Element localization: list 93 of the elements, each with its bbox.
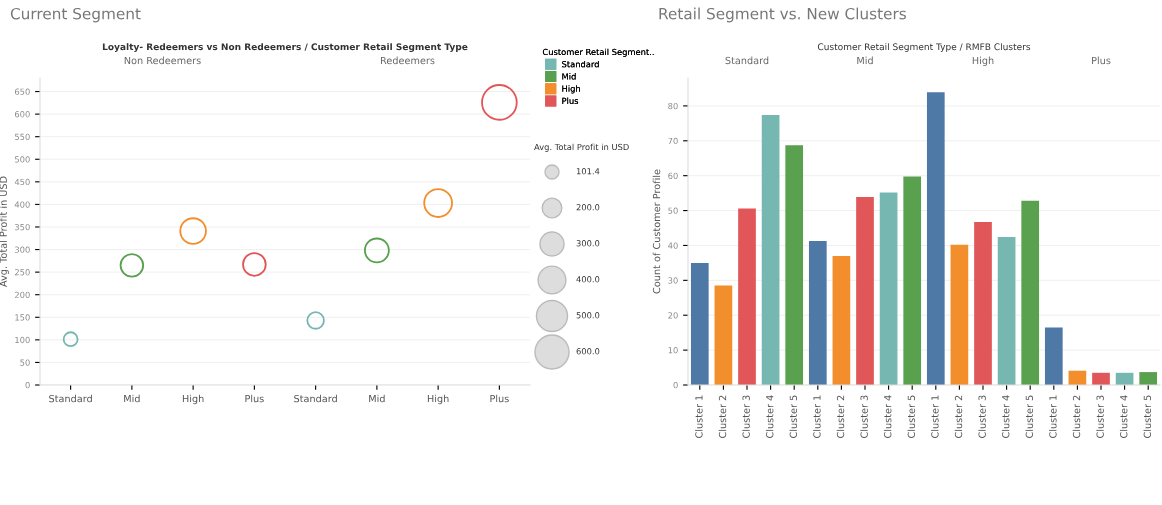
legend-title: Customer Retail Segment.. xyxy=(542,48,654,57)
y-tick-label: 200 xyxy=(14,291,30,298)
x-tick-label: Cluster 5 xyxy=(789,395,798,438)
bar xyxy=(1044,327,1063,385)
legend-label: 200.0 xyxy=(576,204,600,211)
y-tick-label: 50 xyxy=(668,207,678,214)
legend-label: 600.0 xyxy=(576,348,600,355)
y-tick-label: 500 xyxy=(15,156,30,163)
legend-label: 101.4 xyxy=(576,168,600,175)
legend-label: Plus xyxy=(562,97,579,105)
y-tick-label: 70 xyxy=(668,137,678,145)
y-tick-label: 300 xyxy=(15,246,30,253)
x-tick-label: Cluster 1 xyxy=(813,395,821,438)
text: Avg. Total Profit in USD xyxy=(534,143,629,152)
x-tick-label: Standard xyxy=(294,394,337,403)
text: Plus xyxy=(1092,56,1111,65)
x-tick-label: Cluster 5 xyxy=(907,395,916,438)
chart-subtitle: Loyalty- Redeemers vs Non Redeemers / Customer Retail Segment Type xyxy=(102,43,468,52)
bar xyxy=(832,255,851,385)
bar xyxy=(1021,200,1040,385)
chart-title: Retail Segment vs. New Clusters xyxy=(659,7,906,23)
bar xyxy=(997,237,1016,385)
legend-label: Mid xyxy=(562,73,576,80)
bar xyxy=(761,114,780,385)
bar xyxy=(785,145,804,385)
x-tick-label: Cluster 2 xyxy=(718,395,727,438)
x-tick-label: Cluster 3 xyxy=(860,395,868,438)
x-tick-label: Cluster 5 xyxy=(1025,395,1034,438)
y-tick-label: 100 xyxy=(15,336,30,344)
y-tick-label: 650 xyxy=(14,88,30,95)
x-tick-label: Cluster 4 xyxy=(765,395,774,438)
legend-label: 300.0 xyxy=(576,240,600,247)
x-tick-label: Cluster 4 xyxy=(883,395,892,438)
y-tick-label: 0 xyxy=(25,381,30,389)
x-tick-label: Cluster 1 xyxy=(1049,395,1057,438)
y-tick-label: 10 xyxy=(668,347,678,354)
y-tick-label: 450 xyxy=(14,178,30,186)
chart-title: Current Segment xyxy=(10,7,141,23)
x-tick-label: High xyxy=(427,394,449,405)
bar xyxy=(879,192,898,385)
y-tick-label: 600 xyxy=(14,111,30,118)
bar xyxy=(808,240,827,385)
y-tick-label: 350 xyxy=(15,223,30,231)
x-tick-label: Plus xyxy=(490,394,509,403)
text: Redeemers xyxy=(380,56,435,65)
text: Non Redeemers xyxy=(124,56,201,65)
bar xyxy=(1092,372,1110,385)
y-tick-label: 550 xyxy=(15,133,30,140)
bar xyxy=(950,244,969,385)
y-tick-label: 250 xyxy=(14,269,30,276)
text: High xyxy=(972,56,994,67)
legend-label: High xyxy=(562,85,581,94)
bar xyxy=(738,208,756,385)
y-tick-label: 150 xyxy=(15,314,30,321)
legend-label: Standard xyxy=(562,60,599,68)
legend-label: 500.0 xyxy=(576,312,600,319)
y-tick-label: 40 xyxy=(668,242,678,249)
x-tick-label: Mid xyxy=(369,394,385,403)
x-tick-label: Plus xyxy=(245,394,264,403)
y-tick-label: 80 xyxy=(668,102,678,110)
y-tick-label: 30 xyxy=(668,277,678,284)
x-tick-label: High xyxy=(182,394,204,405)
bar xyxy=(856,196,874,385)
x-tick-label: Standard xyxy=(49,394,92,403)
y-axis-title: Count of Customer Profile xyxy=(652,169,661,294)
y-tick-label: 0 xyxy=(673,381,678,389)
x-tick-label: Cluster 3 xyxy=(742,395,750,438)
bar xyxy=(714,285,733,385)
legend-label: 400.0 xyxy=(576,276,600,283)
bar xyxy=(903,176,922,385)
bar xyxy=(974,222,992,385)
x-tick-label: Cluster 4 xyxy=(1119,395,1128,438)
x-tick-label: Cluster 5 xyxy=(1143,395,1152,438)
text: Mid xyxy=(857,56,873,65)
x-tick-label: Cluster 1 xyxy=(931,395,939,438)
x-tick-label: Cluster 2 xyxy=(836,395,845,438)
y-axis-title: Avg. Total Profit in USD xyxy=(0,176,9,287)
bar xyxy=(1139,372,1158,385)
bar xyxy=(690,262,709,385)
chart-subtitle: Customer Retail Segment Type / RMFB Clusters xyxy=(817,43,1031,52)
x-tick-label: Cluster 3 xyxy=(1096,395,1104,438)
y-tick-label: 20 xyxy=(668,312,678,319)
bar xyxy=(926,92,945,385)
y-tick-label: 60 xyxy=(668,172,678,179)
y-tick-label: 50 xyxy=(20,359,30,366)
x-tick-label: Mid xyxy=(124,394,140,403)
x-tick-label: Cluster 4 xyxy=(1001,395,1010,438)
x-tick-label: Cluster 2 xyxy=(1072,395,1081,438)
text: Standard xyxy=(725,56,769,65)
x-tick-label: Cluster 1 xyxy=(695,395,703,438)
x-tick-label: Cluster 3 xyxy=(978,395,986,438)
y-tick-label: 400 xyxy=(14,201,30,208)
x-tick-label: Cluster 2 xyxy=(954,395,963,438)
